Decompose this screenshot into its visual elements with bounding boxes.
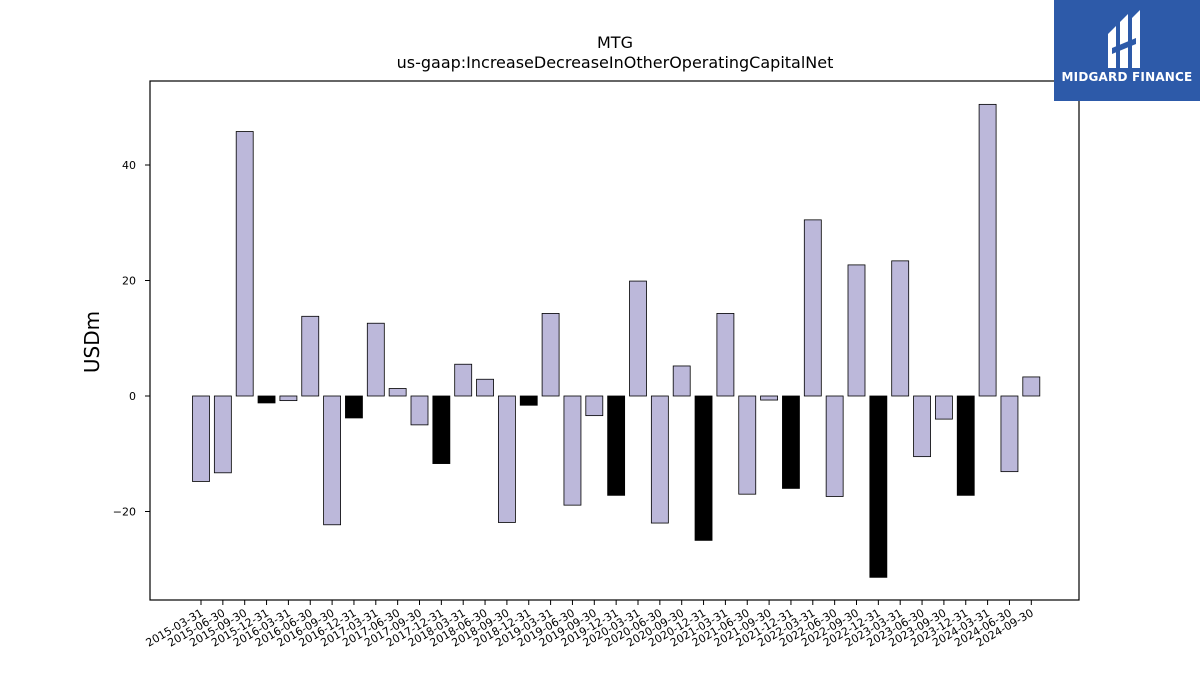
bar-2022-12-31	[869, 395, 888, 578]
bar-2015-03-31	[192, 395, 210, 482]
y-tick-label: 20	[122, 275, 136, 288]
bar-2020-09-30	[672, 365, 691, 397]
bar-2015-09-30	[235, 131, 254, 397]
chart-subtitle: us-gaap:IncreaseDecreaseInOtherOperating…	[397, 53, 834, 72]
bar-2021-03-31	[716, 313, 735, 397]
bar-2020-12-31	[694, 395, 713, 541]
bar-2022-06-30	[825, 395, 844, 497]
y-tick-label: 40	[122, 159, 136, 172]
y-tick-label: −20	[113, 506, 136, 519]
bar-2024-06-30	[1000, 395, 1019, 473]
bar-2018-06-30	[476, 378, 494, 397]
midgard-logo-icon	[1108, 10, 1140, 68]
bar-2018-09-30	[497, 395, 516, 523]
chart-title: MTG	[597, 33, 633, 52]
bar-2022-03-31	[803, 219, 822, 397]
y-axis: −20 0 20 40	[113, 159, 150, 519]
bar-2022-09-30	[847, 264, 866, 397]
logo-text: MIDGARD FINANCE	[1061, 70, 1193, 84]
bar-2018-12-31	[519, 395, 538, 406]
bar-2017-09-30	[410, 395, 429, 426]
bar-2023-06-30	[913, 395, 931, 458]
bar-2021-09-30	[760, 395, 778, 401]
bar-2020-03-31	[629, 280, 647, 397]
x-axis: 2015-03-312015-06-302015-09-302015-12-31…	[144, 600, 1036, 650]
bars-group	[192, 103, 1041, 578]
bar-2019-12-31	[607, 395, 626, 496]
bar-2016-12-31	[345, 395, 363, 419]
bar-2016-09-30	[323, 395, 342, 526]
bar-2023-09-30	[935, 395, 953, 420]
y-tick-label: 0	[129, 390, 136, 403]
bar-2019-03-31	[541, 313, 560, 397]
bar-2018-03-31	[454, 363, 473, 397]
bar-2016-06-30	[301, 315, 320, 397]
bar-2020-06-30	[650, 395, 669, 524]
bar-2021-12-31	[782, 395, 800, 489]
plot-frame	[149, 80, 1080, 601]
bar-2021-06-30	[738, 395, 757, 495]
bar-2019-09-30	[585, 395, 604, 417]
bar-2017-03-31	[366, 322, 385, 397]
bar-2023-03-31	[891, 260, 910, 397]
bar-2017-06-30	[388, 388, 407, 397]
bar-2023-12-31	[956, 395, 975, 496]
logo: MIDGARD FINANCE	[1054, 0, 1200, 101]
bar-2016-03-31	[279, 395, 298, 402]
bar-2017-12-31	[432, 395, 451, 464]
bar-2024-03-31	[978, 103, 997, 397]
bar-2024-09-30	[1022, 376, 1041, 397]
bar-2015-06-30	[213, 395, 232, 474]
bar-2019-06-30	[563, 395, 582, 506]
y-axis-label: USDm	[80, 311, 104, 373]
bar-2015-12-31	[257, 395, 276, 404]
